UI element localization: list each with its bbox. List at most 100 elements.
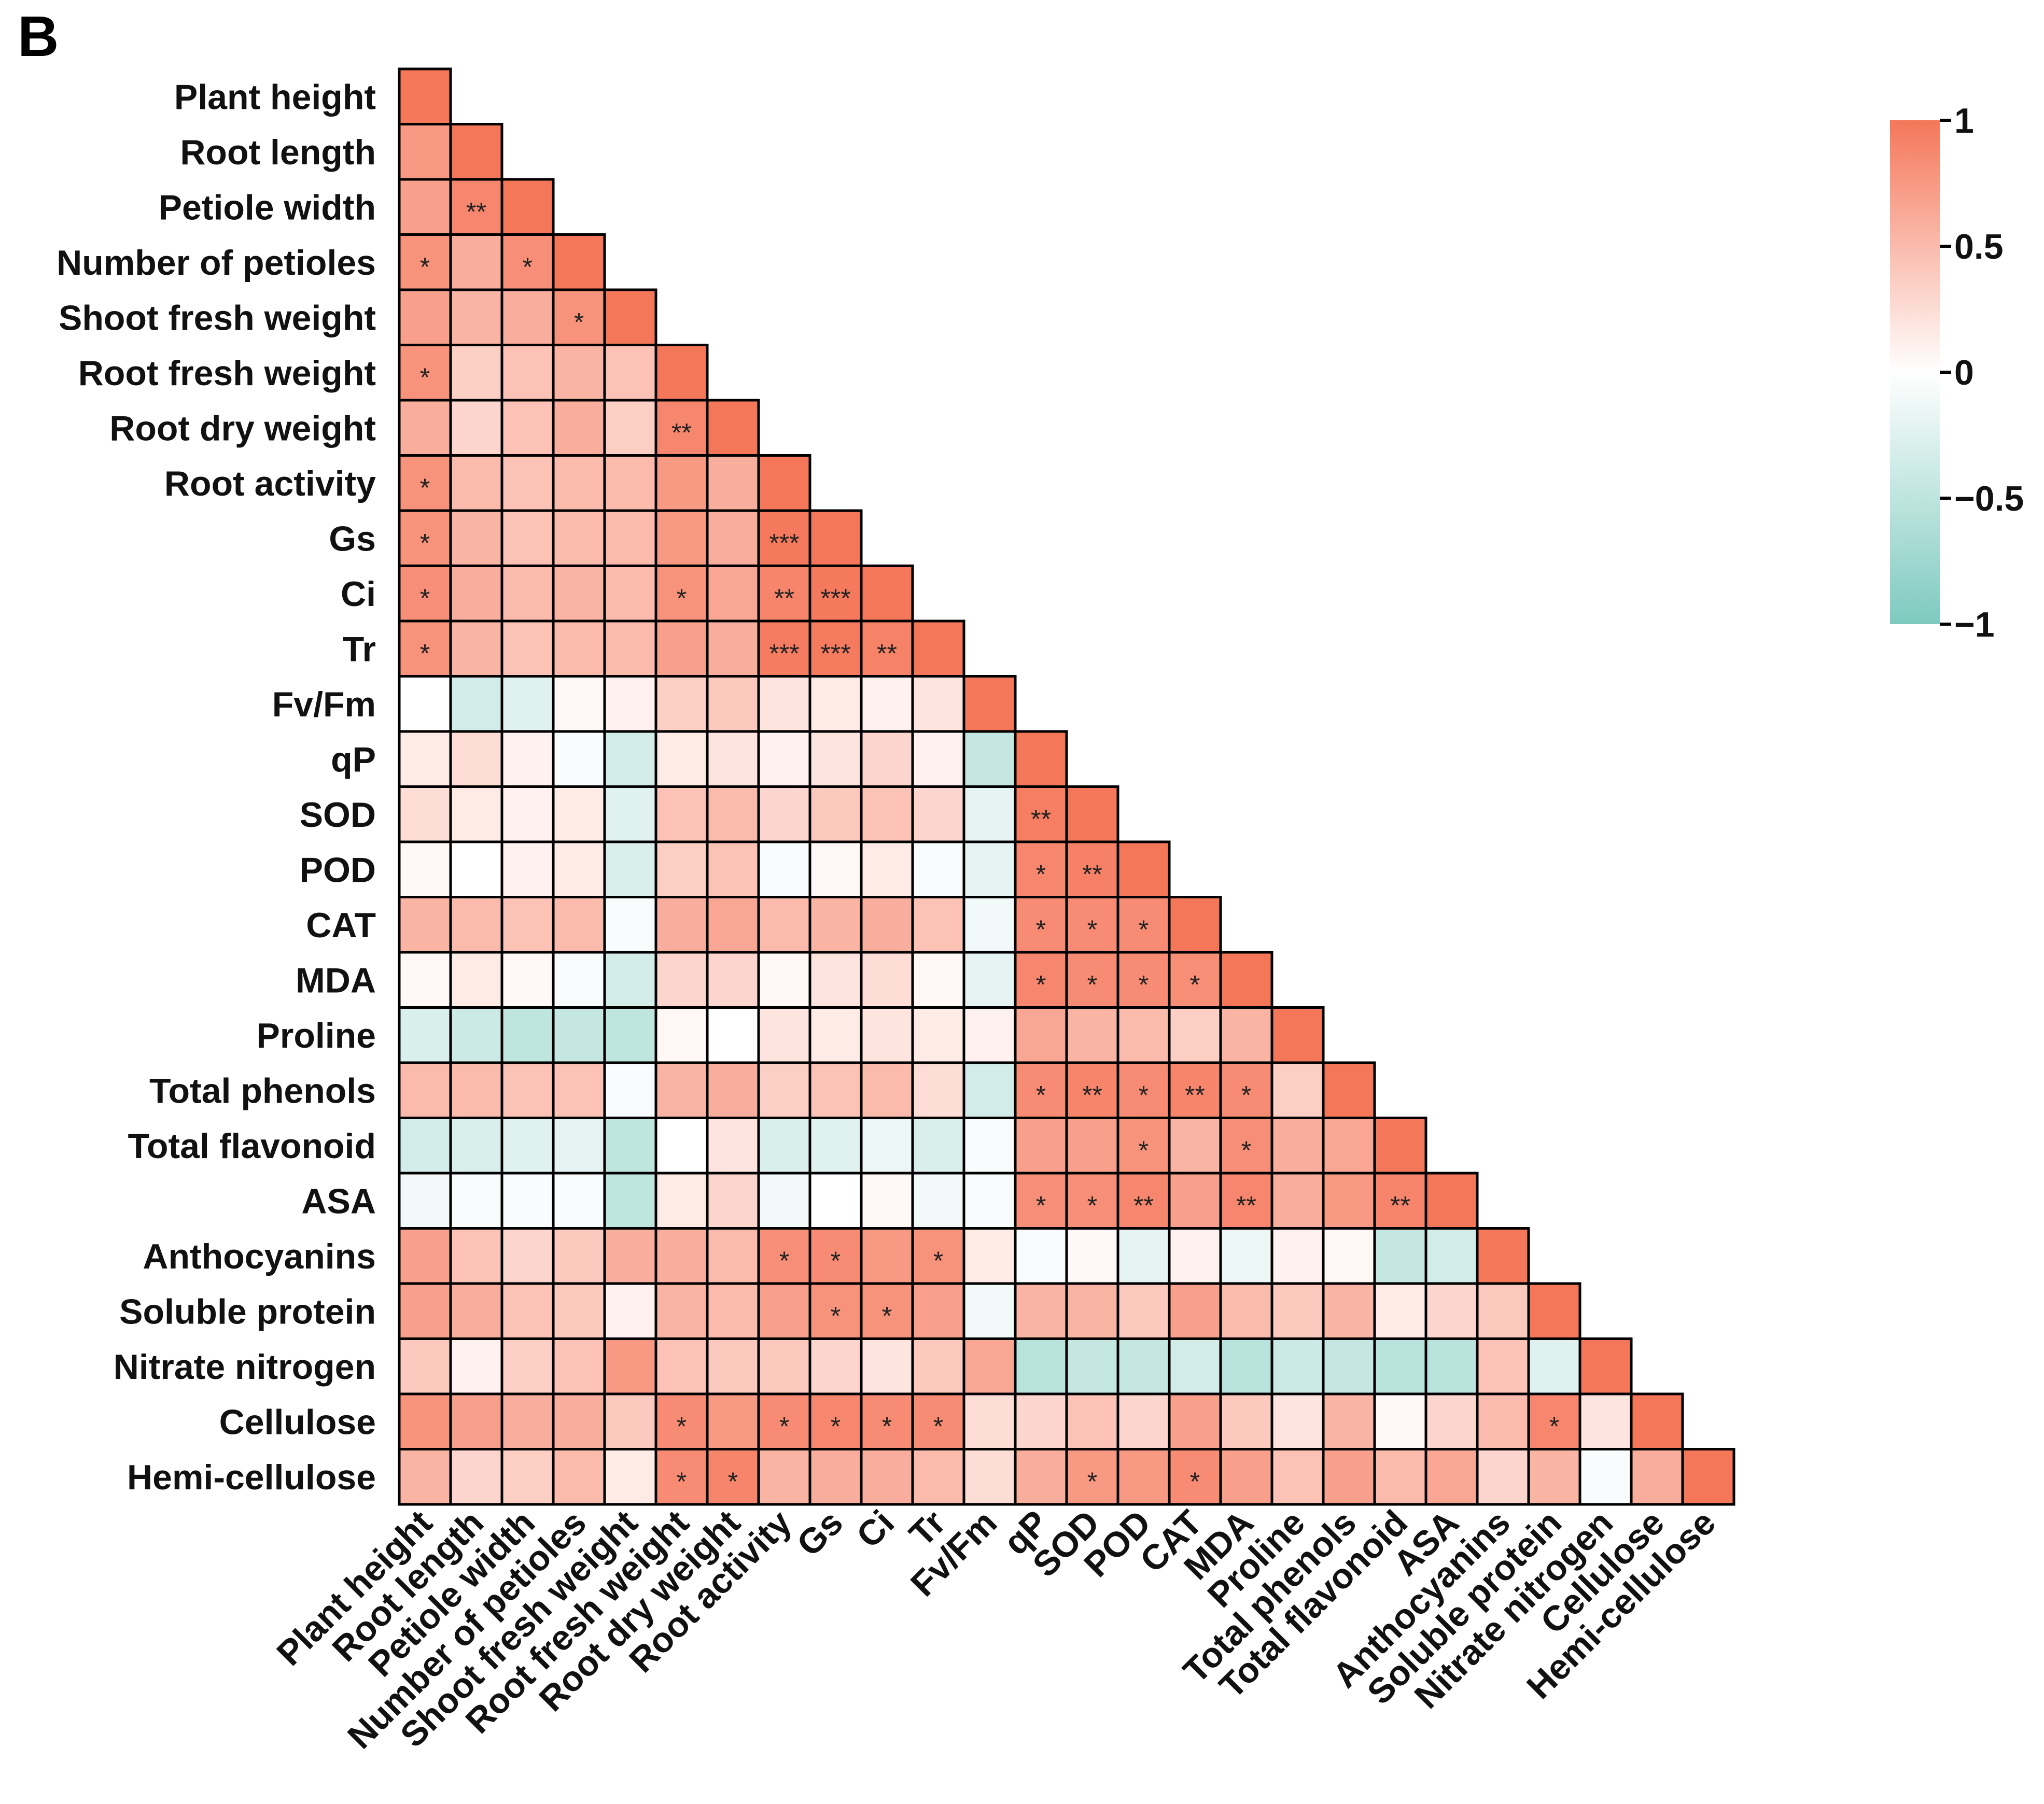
heatmap-cell-plant-height-plant-height: [398, 67, 452, 125]
heatmap-cell-proline-fv-fm: [962, 1006, 1017, 1064]
significance-mark: *: [677, 584, 687, 613]
heatmap-cell-sod-sod: [1065, 785, 1119, 843]
heatmap-cell-cellulose-asa: [1424, 1392, 1479, 1450]
heatmap-cell-hemi-cellulose-root-activity: [757, 1448, 811, 1506]
row-label-anthocyanins: Anthocyanins: [143, 1237, 376, 1276]
significance-mark: *: [420, 528, 430, 557]
heatmap-cell-fv-fm-tr: [911, 675, 965, 733]
heatmap-cell-qp-plant-height: [398, 730, 452, 788]
heatmap-cell-soluble-protein-plant-height: [398, 1282, 452, 1340]
heatmap-cell-soluble-protein-mda: [1219, 1282, 1273, 1340]
heatmap-cell-nitrate-nitrogen-gs: [808, 1337, 863, 1396]
heatmap-cell-mda-tr: [911, 951, 965, 1009]
row-label-root-fresh-weight: Root fresh weight: [78, 354, 376, 393]
row-label-pod: POD: [300, 850, 376, 890]
heatmap-cell-hemi-cellulose-qp: [1014, 1448, 1068, 1506]
colorbar-tick-label: −1: [1954, 605, 1995, 644]
heatmap-cell-mda-cat: [1168, 951, 1222, 1009]
heatmap-cell-pod-shoot-fresh-weight: [603, 840, 657, 898]
heatmap-cell-asa-gs: [808, 1172, 863, 1230]
heatmap-cell-gs-root-length: [449, 509, 503, 567]
heatmap-cell-sod-petiole-width: [500, 785, 555, 843]
heatmap-cell-sod-shoot-fresh-weight: [603, 785, 657, 843]
heatmap-cell-tr-petiole-width: [500, 619, 555, 678]
heatmap-cell-soluble-protein-anthocyanins: [1476, 1282, 1530, 1340]
heatmap-cell-cellulose-root-activity: [757, 1392, 811, 1450]
heatmap-cell-proline-cat: [1168, 1006, 1222, 1064]
heatmap-cell-anthocyanins-shoot-fresh-weight: [603, 1227, 657, 1285]
heatmap-cell-qp-shoot-fresh-weight: [603, 730, 657, 788]
heatmap-cell-root-dry-weight-petiole-width: [500, 399, 555, 457]
heatmap-cell-anthocyanins-fv-fm: [962, 1227, 1017, 1285]
heatmap-cell-fv-fm-root-activity: [757, 675, 811, 733]
heatmap-cell-number-of-petioles-root-length: [449, 233, 503, 291]
heatmap-cell-shoot-fresh-weight-plant-height: [398, 288, 452, 346]
heatmap-cell-proline-mda: [1219, 1006, 1273, 1064]
heatmap-cell-mda-mda: [1219, 951, 1273, 1009]
heatmap-cell-pod-root-dry-weight: [706, 840, 760, 898]
heatmap-cell-cellulose-soluble-protein: [1527, 1392, 1581, 1450]
significance-mark: *: [831, 1301, 841, 1330]
heatmap-cell-soluble-protein-petiole-width: [500, 1282, 555, 1340]
heatmap-cell-cat-pod: [1116, 896, 1171, 954]
heatmap-cell-tr-ci: [860, 619, 914, 678]
heatmap-cell-pod-pod: [1116, 840, 1171, 898]
heatmap-cell-mda-shoot-fresh-weight: [603, 951, 657, 1009]
heatmap-cell-total-flavonoid-total-flavonoid: [1373, 1117, 1427, 1175]
heatmap-cell-gs-root-dry-weight: [706, 509, 760, 567]
heatmap-cell-asa-pod: [1116, 1172, 1171, 1230]
heatmap-cell-soluble-protein-proline: [1270, 1282, 1325, 1340]
heatmap-cell-anthocyanins-petiole-width: [500, 1227, 555, 1285]
significance-mark: *: [1139, 1136, 1149, 1165]
heatmap-cell-cellulose-petiole-width: [500, 1392, 555, 1450]
heatmap-cell-mda-fv-fm: [962, 951, 1017, 1009]
heatmap-cell-soluble-protein-fv-fm: [962, 1282, 1017, 1340]
heatmap-cell-proline-gs: [808, 1006, 863, 1064]
heatmap-cell-anthocyanins-total-flavonoid: [1373, 1227, 1427, 1285]
significance-mark: *: [1036, 915, 1046, 944]
significance-mark: ***: [820, 584, 850, 613]
heatmap-cell-total-phenols-gs: [808, 1061, 863, 1119]
heatmap-cell-pod-plant-height: [398, 840, 452, 898]
heatmap-cell-total-flavonoid-cat: [1168, 1117, 1222, 1175]
heatmap-cell-mda-root-activity: [757, 951, 811, 1009]
heatmap-cell-cellulose-qp: [1014, 1392, 1068, 1450]
significance-mark: *: [420, 584, 430, 613]
significance-mark: *: [1036, 1080, 1046, 1109]
heatmap-cell-cellulose-proline: [1270, 1392, 1325, 1450]
heatmap-cell-hemi-cellulose-shoot-fresh-weight: [603, 1448, 657, 1506]
heatmap-cell-tr-tr: [911, 619, 965, 678]
heatmap-cell-ci-root-dry-weight: [706, 565, 760, 623]
heatmap-cell-nitrate-nitrogen-qp: [1014, 1337, 1068, 1396]
heatmap-cell-hemi-cellulose-total-phenols: [1322, 1448, 1376, 1506]
heatmap-cell-anthocyanins-anthocyanins: [1476, 1227, 1530, 1285]
colorbar-tick-label: 0: [1954, 353, 1974, 392]
significance-mark: *: [1549, 1412, 1559, 1441]
heatmap-cell-anthocyanins-ci: [860, 1227, 914, 1285]
heatmap-cell-hemi-cellulose-mda: [1219, 1448, 1273, 1506]
heatmap-cell-root-length-root-length: [449, 123, 503, 181]
heatmap-cell-total-flavonoid-tr: [911, 1117, 965, 1175]
heatmap-cell-total-phenols-sod: [1065, 1061, 1119, 1119]
heatmap-cell-asa-sod: [1065, 1172, 1119, 1230]
significance-mark: *: [779, 1412, 789, 1441]
heatmap-cell-root-activity-shoot-fresh-weight: [603, 454, 657, 512]
heatmap-cell-root-dry-weight-root-length: [449, 399, 503, 457]
heatmap-cell-gs-gs: [808, 509, 863, 567]
heatmap-cell-fv-fm-petiole-width: [500, 675, 555, 733]
heatmap-cell-hemi-cellulose-cat: [1168, 1448, 1222, 1506]
significance-mark: *: [574, 307, 584, 336]
significance-mark: *: [933, 1412, 943, 1441]
heatmap-cell-total-phenols-root-length: [449, 1061, 503, 1119]
heatmap-cell-root-length-plant-height: [398, 123, 452, 181]
row-label-shoot-fresh-weight: Shoot fresh weight: [59, 298, 376, 337]
heatmap-cell-nitrate-nitrogen-number-of-petioles: [552, 1337, 606, 1396]
heatmap-cell-cat-number-of-petioles: [552, 896, 606, 954]
heatmap-cell-gs-plant-height: [398, 509, 452, 567]
heatmap-cell-root-activity-number-of-petioles: [552, 454, 606, 512]
heatmap-cell-pod-fv-fm: [962, 840, 1017, 898]
heatmap-cell-pod-root-length: [449, 840, 503, 898]
heatmap-cell-total-flavonoid-root-length: [449, 1117, 503, 1175]
heatmap-cell-sod-tr: [911, 785, 965, 843]
